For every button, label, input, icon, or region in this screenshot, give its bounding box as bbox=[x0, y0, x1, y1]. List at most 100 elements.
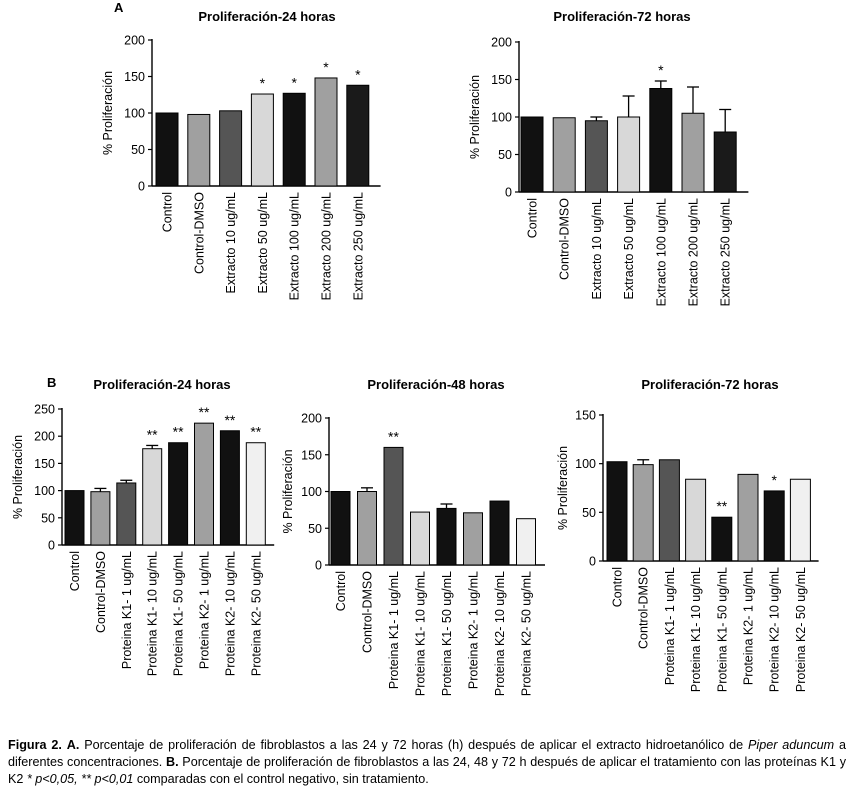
y-tick-label: 50 bbox=[498, 148, 512, 162]
bar bbox=[681, 112, 705, 193]
significance-marker: ** bbox=[250, 424, 261, 440]
x-tick-label: Proteina K2- 1 ug/mL bbox=[198, 551, 212, 669]
y-axis-label: % Proliferación bbox=[101, 71, 115, 155]
y-axis-label: % Proliferación bbox=[556, 446, 570, 530]
significance-marker: ** bbox=[224, 412, 235, 428]
y-tick-label: 0 bbox=[315, 559, 322, 573]
bar bbox=[584, 120, 608, 193]
y-tick-label: 100 bbox=[124, 107, 145, 121]
x-tick-label: Control-DMSO bbox=[558, 198, 572, 280]
x-tick-label: Proteina K1- 50 ug/mL bbox=[172, 551, 186, 676]
x-tick-label: Control bbox=[611, 567, 625, 607]
bar bbox=[330, 491, 351, 566]
bar bbox=[357, 491, 377, 566]
x-tick-label: Proteina K1- 10 ug/mL bbox=[146, 551, 160, 676]
y-tick-label: 200 bbox=[491, 36, 512, 50]
bar bbox=[346, 84, 370, 187]
x-tick-label: Extracto 100 ug/mL bbox=[288, 192, 302, 300]
y-tick-label: 150 bbox=[575, 409, 596, 423]
x-tick-label: Extracto 250 ug/mL bbox=[351, 192, 365, 300]
x-tick-label: Control bbox=[334, 571, 348, 611]
chart-title: Proliferación-72 horas bbox=[553, 9, 690, 24]
x-tick-label: Extracto 200 ug/mL bbox=[320, 192, 334, 300]
caption-figure-label: Figura 2. bbox=[8, 738, 62, 752]
bar bbox=[685, 478, 707, 562]
caption-p-values: * p<0,05, ** p<0,01 bbox=[26, 772, 134, 786]
chart-2: Proliferación-72 horas % Proliferación 0 50… bbox=[468, 9, 749, 306]
y-tick-label: 150 bbox=[491, 73, 512, 87]
chart-title: Proliferación-72 horas bbox=[641, 377, 778, 392]
x-tick-label: Proteina K2- 50 ug/mL bbox=[520, 571, 534, 696]
x-tick-label: Proteina K1- 1 ug/mL bbox=[387, 571, 401, 689]
y-tick-label: 0 bbox=[589, 555, 596, 569]
bar bbox=[245, 442, 266, 546]
x-tick-label: Extracto 50 ug/mL bbox=[622, 198, 636, 299]
bar bbox=[737, 473, 759, 562]
y-tick-label: 50 bbox=[131, 143, 145, 157]
bar bbox=[658, 459, 680, 562]
bar bbox=[187, 113, 211, 187]
y-tick-label: 250 bbox=[34, 403, 55, 417]
chart-4: Proliferación-48 horas % Proliferación 0 50… bbox=[281, 377, 545, 696]
x-tick-label: Proteina K2- 10 ug/mL bbox=[493, 571, 507, 696]
bar bbox=[606, 461, 628, 562]
bar bbox=[116, 482, 137, 546]
chart-title: Proliferación-48 horas bbox=[367, 377, 504, 392]
y-tick-label: 200 bbox=[124, 34, 145, 48]
bar bbox=[649, 88, 673, 193]
bar bbox=[64, 490, 85, 546]
y-tick-label: 50 bbox=[582, 506, 596, 520]
bar bbox=[520, 116, 544, 193]
y-tick-label: 150 bbox=[301, 448, 322, 462]
x-tick-label: Extracto 10 ug/mL bbox=[590, 198, 604, 299]
chart-5: Proliferación-72 horas % Proliferación 0 50… bbox=[556, 377, 819, 692]
y-tick-label: 50 bbox=[308, 522, 322, 536]
significance-marker: ** bbox=[199, 404, 210, 420]
bar bbox=[90, 491, 111, 546]
y-tick-label: 0 bbox=[505, 186, 512, 200]
x-tick-label: Proteina K1- 1 ug/mL bbox=[663, 567, 677, 685]
figure-caption: Figura 2. A. Porcentaje de proliferación… bbox=[8, 737, 846, 788]
x-tick-label: Extracto 100 ug/mL bbox=[654, 198, 668, 306]
x-tick-label: Control bbox=[526, 198, 540, 238]
x-tick-label: Proteina K1- 10 ug/mL bbox=[414, 571, 428, 696]
x-tick-label: Extracto 200 ug/mL bbox=[687, 198, 701, 306]
caption-part-a-text: Porcentaje de proliferación de fibroblas… bbox=[79, 738, 749, 752]
x-tick-label: Proteina K2- 50 ug/mL bbox=[794, 567, 808, 692]
significance-marker: * bbox=[355, 66, 361, 82]
x-tick-label: Proteina K1- 50 ug/mL bbox=[715, 567, 729, 692]
bar bbox=[552, 117, 576, 193]
significance-marker: ** bbox=[173, 424, 184, 440]
x-tick-label: Proteina K2- 50 ug/mL bbox=[249, 551, 263, 676]
bar bbox=[194, 422, 214, 546]
significance-marker: ** bbox=[147, 426, 158, 442]
chart-3: Proliferación-24 horas % Proliferación 0 50… bbox=[11, 377, 275, 676]
bar bbox=[219, 110, 243, 187]
bar bbox=[489, 500, 510, 566]
figure-charts: Proliferación-24 horas % Proliferación 0 50… bbox=[11, 9, 819, 696]
caption-part-a-label: A. bbox=[66, 738, 80, 752]
chart-title: Proliferación-24 horas bbox=[198, 9, 335, 24]
x-tick-label: Proteina K1- 1 ug/mL bbox=[120, 551, 134, 669]
panel-label-b: B bbox=[47, 375, 57, 390]
y-axis-label: % Proliferación bbox=[468, 75, 482, 159]
y-tick-label: 100 bbox=[575, 457, 596, 471]
bar bbox=[155, 112, 179, 187]
y-tick-label: 0 bbox=[138, 180, 145, 194]
bar bbox=[711, 516, 733, 562]
y-axis-label: % Proliferación bbox=[11, 435, 25, 519]
significance-marker: * bbox=[291, 74, 297, 90]
y-tick-label: 150 bbox=[34, 457, 55, 471]
significance-marker: ** bbox=[388, 428, 399, 444]
x-tick-label: Extracto 50 ug/mL bbox=[256, 192, 270, 293]
bar bbox=[383, 446, 404, 566]
bar bbox=[713, 131, 737, 193]
chart-1: Proliferación-24 horas % Proliferación 0 50… bbox=[101, 9, 381, 300]
x-tick-label: Proteina K2- 10 ug/mL bbox=[768, 567, 782, 692]
caption-part-b-label: B. bbox=[162, 755, 179, 769]
x-tick-label: Proteina K2- 1 ug/mL bbox=[742, 567, 756, 685]
y-tick-label: 200 bbox=[301, 412, 322, 426]
bar bbox=[632, 464, 654, 562]
caption-part-a-end: a diferentes concentraciones. bbox=[8, 738, 846, 769]
bar bbox=[516, 518, 536, 566]
